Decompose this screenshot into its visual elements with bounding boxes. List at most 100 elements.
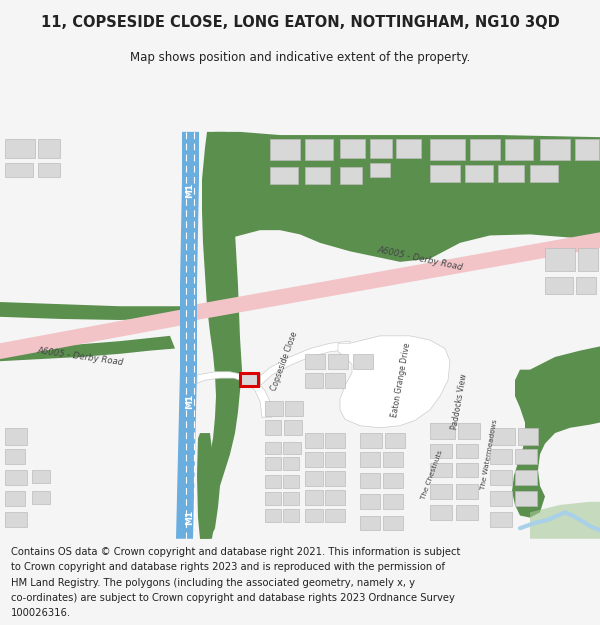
Text: Paddocks View: Paddocks View (450, 372, 469, 430)
Bar (370, 139, 392, 158)
Bar (498, 164, 524, 181)
Bar (270, 139, 300, 161)
Bar (270, 167, 298, 184)
Text: Contains OS data © Crown copyright and database right 2021. This information is : Contains OS data © Crown copyright and d… (11, 548, 460, 558)
Bar (430, 462, 452, 478)
Bar (430, 505, 452, 520)
Bar (578, 248, 598, 271)
Polygon shape (0, 309, 182, 359)
Bar (265, 492, 281, 505)
Bar (360, 473, 380, 488)
Bar (305, 354, 325, 369)
Bar (385, 433, 405, 448)
Polygon shape (197, 433, 215, 539)
Bar (285, 401, 303, 416)
Bar (545, 277, 573, 294)
Bar (456, 444, 478, 458)
Bar (383, 473, 403, 488)
Text: Map shows position and indicative extent of the property.: Map shows position and indicative extent… (130, 51, 470, 64)
Bar (32, 470, 50, 482)
Polygon shape (200, 132, 242, 539)
Bar (283, 476, 299, 488)
Text: to Crown copyright and database rights 2023 and is reproduced with the permissio: to Crown copyright and database rights 2… (11, 562, 445, 572)
Bar (360, 452, 380, 467)
Bar (458, 422, 480, 439)
Bar (283, 458, 299, 470)
Bar (360, 494, 380, 509)
Bar (360, 433, 382, 448)
Text: Copseside Close: Copseside Close (270, 331, 300, 392)
Bar (325, 433, 345, 448)
Bar (283, 509, 299, 522)
Bar (5, 162, 33, 177)
Bar (328, 354, 348, 369)
Bar (5, 491, 25, 506)
Bar (383, 452, 403, 467)
Text: 100026316.: 100026316. (11, 608, 71, 618)
Bar (305, 167, 330, 184)
Bar (456, 484, 478, 499)
Bar (515, 491, 537, 506)
Bar (265, 401, 283, 416)
Bar (265, 421, 281, 435)
Bar (456, 505, 478, 520)
Bar (283, 492, 299, 505)
Polygon shape (215, 132, 600, 262)
Polygon shape (197, 372, 272, 418)
Bar (283, 441, 301, 454)
Text: M1: M1 (185, 394, 194, 409)
Bar (470, 139, 500, 161)
Bar (265, 509, 281, 522)
Bar (5, 449, 25, 464)
Polygon shape (0, 336, 175, 361)
Bar (305, 452, 323, 467)
Text: 11, COPSESIDE CLOSE, LONG EATON, NOTTINGHAM, NG10 3QD: 11, COPSESIDE CLOSE, LONG EATON, NOTTING… (41, 14, 559, 29)
Bar (518, 428, 538, 445)
Bar (5, 470, 27, 485)
Bar (353, 354, 373, 369)
Bar (240, 373, 260, 386)
Text: M1: M1 (185, 182, 194, 198)
Polygon shape (197, 232, 600, 320)
Bar (430, 164, 460, 181)
Polygon shape (512, 346, 600, 518)
Bar (505, 139, 533, 161)
Text: HM Land Registry. The polygons (including the associated geometry, namely x, y: HM Land Registry. The polygons (includin… (11, 578, 415, 587)
Bar (325, 509, 345, 522)
Bar (540, 139, 570, 161)
Bar (305, 471, 323, 486)
Bar (370, 162, 390, 177)
Bar (430, 484, 452, 499)
Text: The Watermeadows: The Watermeadows (480, 419, 499, 490)
Bar (490, 428, 515, 445)
Text: A6005 - Derby Road: A6005 - Derby Road (376, 245, 464, 272)
Polygon shape (255, 341, 350, 388)
Bar (305, 433, 323, 448)
Bar (325, 452, 345, 467)
Bar (490, 449, 512, 464)
Bar (490, 512, 512, 527)
Bar (340, 167, 362, 184)
Bar (430, 444, 452, 458)
Polygon shape (338, 336, 450, 428)
Bar (360, 516, 380, 530)
Bar (325, 373, 345, 388)
Bar (265, 441, 281, 454)
Bar (396, 139, 421, 158)
Text: A6005 - Derby Road: A6005 - Derby Road (36, 346, 124, 368)
Bar (515, 470, 537, 485)
Text: Eaton Grange Drive: Eaton Grange Drive (390, 342, 412, 418)
Bar (456, 462, 478, 478)
Bar (240, 373, 258, 386)
Bar (5, 139, 35, 158)
Polygon shape (176, 132, 199, 539)
Text: M1: M1 (185, 510, 194, 525)
Bar (383, 494, 403, 509)
Polygon shape (0, 302, 180, 320)
Bar (265, 458, 281, 470)
Bar (305, 509, 323, 522)
Bar (5, 512, 27, 527)
Bar (265, 476, 281, 488)
Text: co-ordinates) are subject to Crown copyright and database rights 2023 Ordnance S: co-ordinates) are subject to Crown copyr… (11, 592, 455, 602)
Bar (38, 162, 60, 177)
